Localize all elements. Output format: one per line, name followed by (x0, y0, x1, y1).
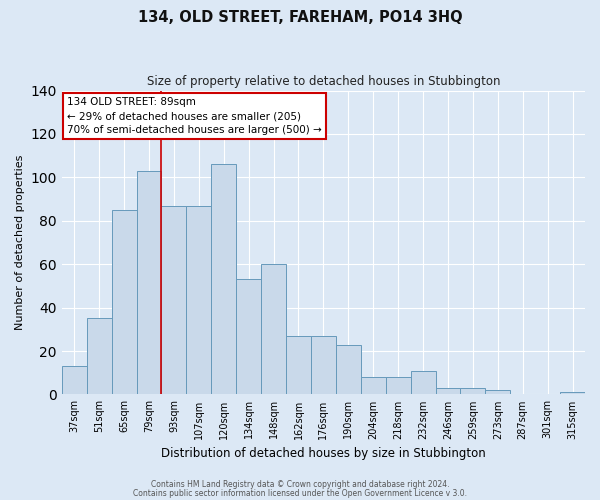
Bar (311, 336, 336, 394)
Bar (386, 377, 410, 394)
Bar (137, 171, 161, 394)
X-axis label: Distribution of detached houses by size in Stubbington: Distribution of detached houses by size … (161, 447, 486, 460)
Bar (460, 388, 485, 394)
Y-axis label: Number of detached properties: Number of detached properties (15, 155, 25, 330)
Bar (560, 392, 585, 394)
Bar (261, 264, 286, 394)
Bar (485, 390, 510, 394)
Bar (187, 206, 211, 394)
Title: Size of property relative to detached houses in Stubbington: Size of property relative to detached ho… (146, 75, 500, 88)
Bar (336, 344, 361, 395)
Text: 134, OLD STREET, FAREHAM, PO14 3HQ: 134, OLD STREET, FAREHAM, PO14 3HQ (137, 10, 463, 25)
Bar (361, 377, 386, 394)
Text: Contains public sector information licensed under the Open Government Licence v : Contains public sector information licen… (133, 488, 467, 498)
Text: 134 OLD STREET: 89sqm
← 29% of detached houses are smaller (205)
70% of semi-det: 134 OLD STREET: 89sqm ← 29% of detached … (67, 97, 322, 135)
Text: Contains HM Land Registry data © Crown copyright and database right 2024.: Contains HM Land Registry data © Crown c… (151, 480, 449, 489)
Bar (236, 280, 261, 394)
Bar (62, 366, 87, 394)
Bar (211, 164, 236, 394)
Bar (112, 210, 137, 394)
Bar (436, 388, 460, 394)
Bar (410, 370, 436, 394)
Bar (87, 318, 112, 394)
Bar (286, 336, 311, 394)
Bar (161, 206, 187, 394)
